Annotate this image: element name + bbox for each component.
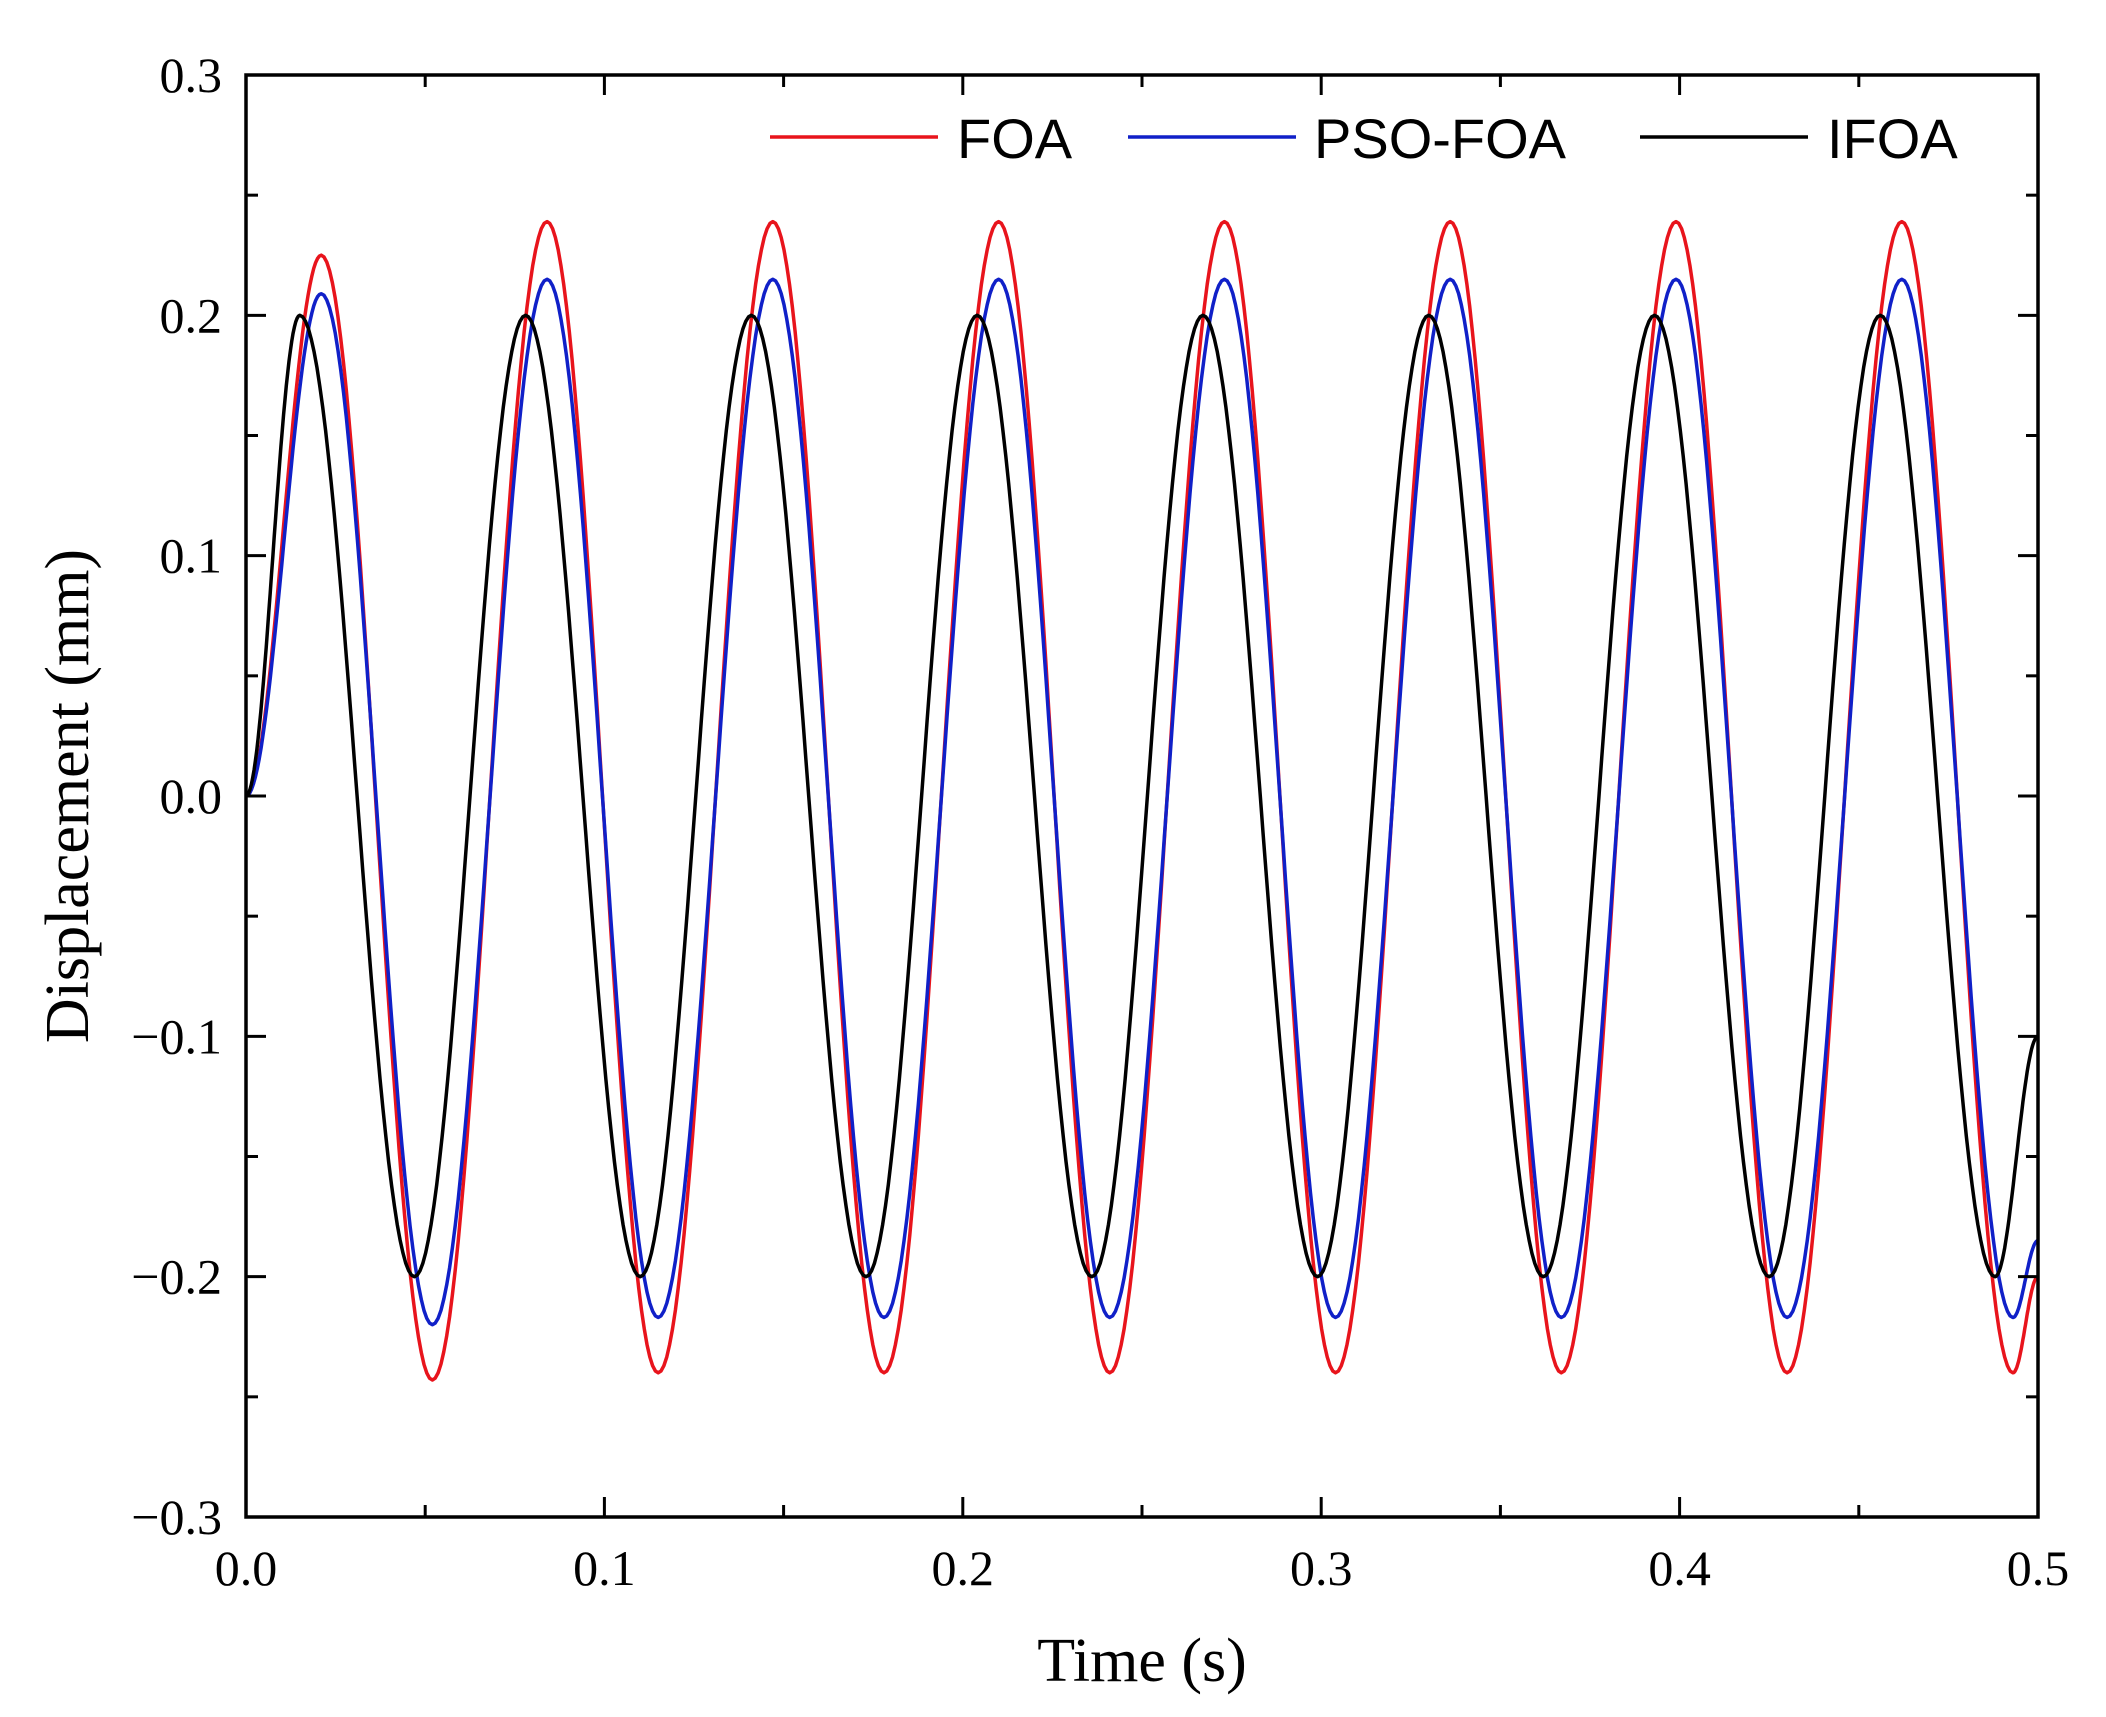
y-tick-label: 0.0 bbox=[160, 768, 223, 824]
y-tick-label: −0.2 bbox=[131, 1249, 222, 1305]
series-line-pso-foa bbox=[245, 277, 2040, 1327]
y-tick-label: −0.1 bbox=[131, 1008, 222, 1064]
x-axis-label: Time (s) bbox=[1037, 1627, 1247, 1695]
x-tick-label: 0.4 bbox=[1648, 1540, 1711, 1596]
y-axis-label: Displacement (mm) bbox=[34, 549, 102, 1043]
y-tick-label: 0.1 bbox=[160, 528, 223, 584]
y-tick-label: −0.3 bbox=[131, 1489, 222, 1545]
legend-label-pso-foa: PSO-FOA bbox=[1314, 107, 1567, 170]
x-tick-label: 0.5 bbox=[2007, 1540, 2070, 1596]
x-tick-label: 0.3 bbox=[1290, 1540, 1353, 1596]
axis-ticks: 0.0 0.1 0.2 0.3 0.4 0.5 0.3 0.2 0.1 0.0 −0.1 −0.2 −0… bbox=[131, 47, 2069, 1596]
legend-label-foa: FOA bbox=[957, 107, 1073, 170]
series-lines bbox=[245, 219, 2040, 1382]
legend-label-ifoa: IFOA bbox=[1827, 107, 1958, 170]
y-tick-label: 0.3 bbox=[160, 47, 223, 103]
x-tick-label: 0.2 bbox=[932, 1540, 995, 1596]
y-tick-label: 0.2 bbox=[160, 287, 223, 343]
series-line-ifoa bbox=[245, 313, 2039, 1279]
x-tick-label: 0.1 bbox=[573, 1540, 636, 1596]
legend: FOA PSO-FOA IFOA bbox=[770, 107, 1958, 170]
x-tick-label: 0.0 bbox=[215, 1540, 278, 1596]
